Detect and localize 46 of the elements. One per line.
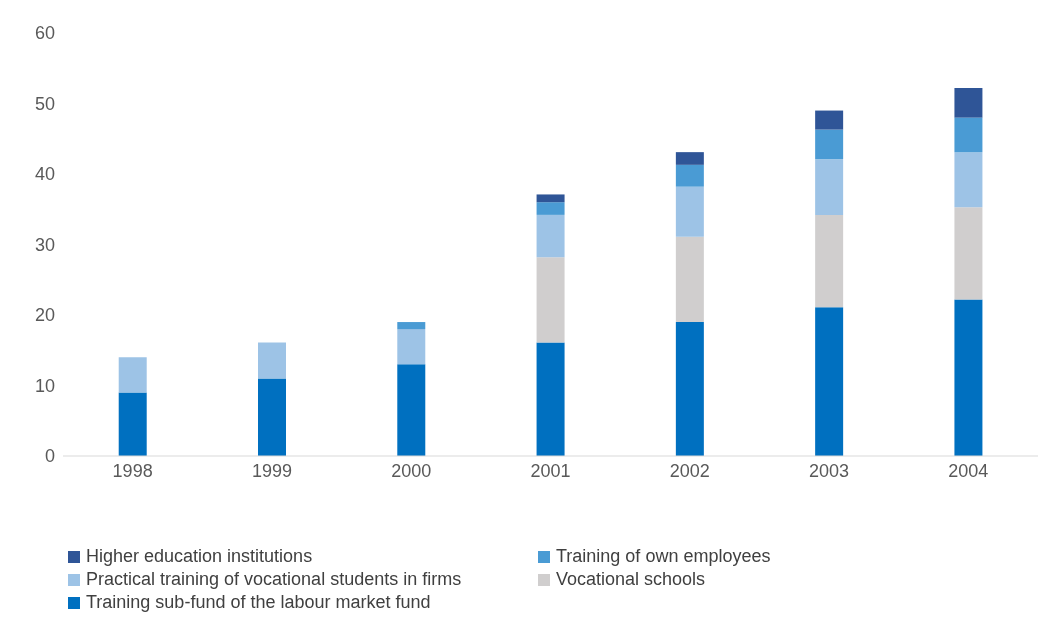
bar bbox=[118, 357, 147, 393]
x-tick-label: 1998 bbox=[112, 460, 153, 481]
bar bbox=[675, 152, 704, 165]
bar bbox=[536, 202, 565, 215]
bar bbox=[815, 214, 844, 308]
bar bbox=[675, 236, 704, 323]
x-tick-label: 2001 bbox=[530, 460, 571, 481]
bar bbox=[675, 322, 704, 456]
y-tick-label: 0 bbox=[44, 446, 55, 467]
bar bbox=[954, 299, 983, 456]
y-tick-label: 60 bbox=[34, 23, 55, 44]
bar bbox=[815, 159, 844, 215]
bar bbox=[397, 329, 426, 365]
y-tick-label: 30 bbox=[34, 234, 55, 255]
bar bbox=[815, 129, 844, 160]
bar bbox=[954, 117, 983, 153]
bar bbox=[675, 186, 704, 237]
x-tick-label: 2002 bbox=[669, 460, 710, 481]
bar bbox=[258, 378, 286, 456]
bar bbox=[536, 342, 565, 456]
x-tick-label: 1999 bbox=[251, 460, 292, 481]
bar bbox=[954, 87, 983, 118]
bar bbox=[815, 307, 844, 456]
bar bbox=[675, 164, 704, 187]
legend-label: Vocational schools bbox=[556, 569, 706, 590]
legend-label: Practical training of vocational students in firms bbox=[86, 569, 462, 590]
legend-label: Training of own employees bbox=[556, 546, 771, 567]
bar bbox=[118, 392, 147, 456]
bar bbox=[815, 110, 844, 130]
bar bbox=[954, 152, 983, 208]
bar bbox=[397, 322, 426, 330]
x-tick-label: 2004 bbox=[948, 460, 989, 481]
bar bbox=[397, 364, 426, 456]
bar bbox=[258, 342, 286, 379]
y-tick-label: 10 bbox=[34, 375, 55, 396]
y-tick-label: 40 bbox=[34, 164, 55, 185]
bar bbox=[536, 194, 565, 203]
y-tick-label: 50 bbox=[34, 93, 55, 114]
y-tick-label: 20 bbox=[34, 305, 55, 326]
legend-label: Training sub-fund of the labour market fund bbox=[86, 592, 431, 613]
bar bbox=[536, 257, 565, 343]
bar bbox=[536, 214, 565, 258]
legend-label: Higher education institutions bbox=[86, 546, 313, 567]
bar bbox=[954, 207, 983, 300]
x-tick-label: 2000 bbox=[391, 460, 432, 481]
x-tick-label: 2003 bbox=[809, 460, 850, 481]
